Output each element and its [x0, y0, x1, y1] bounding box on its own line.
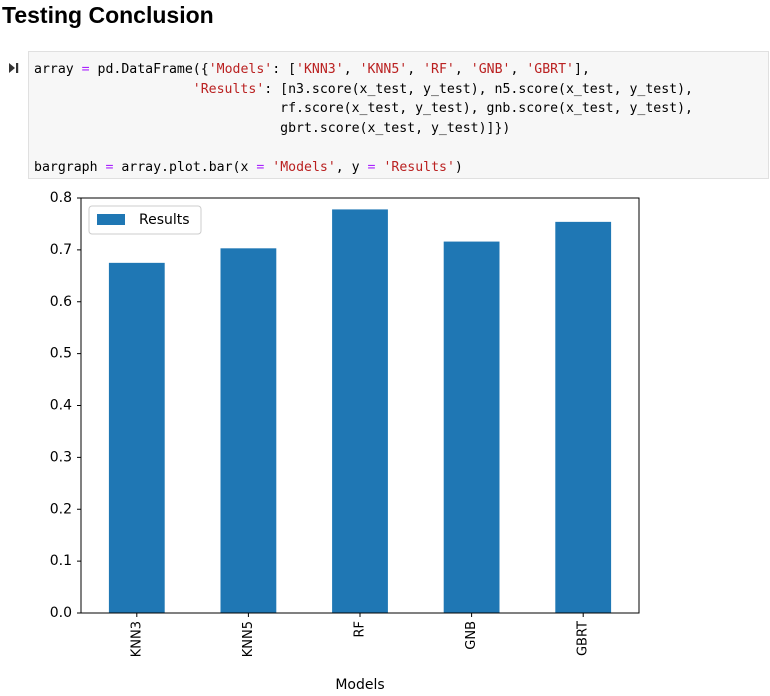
code-string: 'Models' — [272, 159, 336, 175]
code-text: rf.score(x_test, y_test), gnb.score(x_te… — [34, 101, 693, 116]
code-line: gbrt.score(x_test, y_test)]}) — [34, 121, 510, 136]
code-operator: = — [256, 159, 265, 175]
code-text: : [n3.score(x_test, y_test), n5.score(x_… — [264, 81, 694, 97]
code-text: pd.DataFrame({ — [89, 62, 209, 77]
y-tick-label: 0.0 — [50, 605, 72, 621]
code-text: , — [407, 62, 424, 77]
bar-knn3 — [108, 262, 165, 613]
code-editor[interactable]: array = pd.DataFrame({'Models': ['KNN3',… — [34, 60, 693, 177]
code-text: ) — [454, 159, 463, 175]
code-string: 'KNN3' — [296, 62, 344, 77]
y-tick-label: 0.3 — [50, 449, 72, 465]
bar-gnb — [443, 241, 500, 613]
code-string: 'GBRT' — [526, 62, 574, 77]
bar-knn5 — [220, 248, 277, 613]
code-text: , — [454, 62, 471, 77]
bar-gbrt — [555, 221, 612, 614]
code-string: 'GNB' — [470, 62, 511, 77]
code-text: , y — [335, 159, 368, 175]
code-operator: = — [367, 159, 376, 175]
legend-box — [88, 205, 202, 235]
code-text — [34, 82, 193, 97]
page-title: Testing Conclusion — [2, 2, 214, 28]
x-tick-label: GBRT — [576, 621, 591, 656]
legend-label: Results — [139, 212, 190, 228]
y-tick-label: 0.6 — [50, 294, 72, 310]
bar-chart: 0.0 0.1 0.2 0.3 0.4 0.5 0.6 0.7 0.8 KNN3 KNN5 RF GN… — [50, 190, 640, 693]
x-axis-label: Models — [335, 677, 384, 693]
x-tick-label: GNB — [464, 621, 479, 650]
x-tick-label: KNN5 — [241, 621, 256, 657]
code-text: bargraph — [34, 159, 106, 175]
code-line: 'Results': [n3.score(x_test, y_test), n5… — [34, 82, 693, 97]
code-text: ], — [574, 62, 590, 77]
code-text: : [ — [272, 62, 297, 77]
code-text: array.plot.bar(x — [113, 159, 257, 175]
y-tick-label: 0.8 — [50, 190, 72, 206]
code-text: array — [34, 62, 82, 77]
bar-rf — [332, 209, 388, 613]
code-text: , — [343, 62, 360, 77]
x-tick-label: RF — [353, 621, 368, 638]
x-tick-label: KNN3 — [129, 621, 144, 657]
code-string: 'Results' — [383, 159, 455, 175]
code-string: 'Models' — [208, 62, 273, 77]
code-string: 'RF' — [423, 62, 455, 77]
legend-swatch — [97, 214, 125, 225]
y-tick-label: 0.2 — [50, 501, 72, 517]
code-cell[interactable]: array = pd.DataFrame({'Models': ['KNN3',… — [28, 51, 769, 179]
code-text: , — [510, 62, 527, 77]
code-line: rf.score(x_test, y_test), gnb.score(x_te… — [34, 101, 693, 116]
code-operator: = — [81, 62, 90, 77]
code-line: array = pd.DataFrame({'Models': ['KNN3',… — [34, 62, 590, 77]
y-tick-label: 0.1 — [50, 553, 72, 569]
code-string: 'KNN5' — [359, 62, 408, 77]
y-tick-label: 0.4 — [50, 398, 72, 414]
y-tick-label: 0.7 — [50, 242, 72, 258]
y-tick-label: 0.5 — [50, 346, 72, 362]
run-cursor-icon[interactable] — [8, 62, 20, 74]
code-operator: = — [105, 159, 114, 175]
code-string: 'Results' — [192, 81, 265, 97]
code-text: gbrt.score(x_test, y_test)]}) — [34, 120, 511, 136]
code-line: bargraph = array.plot.bar(x = 'Models', … — [34, 160, 463, 175]
